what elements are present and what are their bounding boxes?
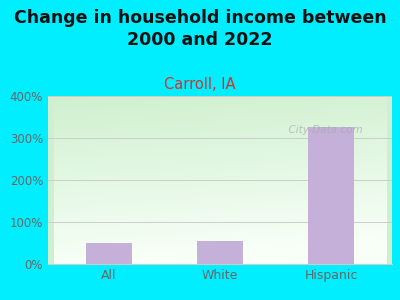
Bar <box>197 241 243 264</box>
Text: Change in household income between
2000 and 2022: Change in household income between 2000 … <box>14 9 386 49</box>
Bar <box>308 128 354 264</box>
Text: Carroll, IA: Carroll, IA <box>164 76 236 92</box>
Text: City-Data.com: City-Data.com <box>282 124 362 135</box>
Bar <box>86 243 132 264</box>
